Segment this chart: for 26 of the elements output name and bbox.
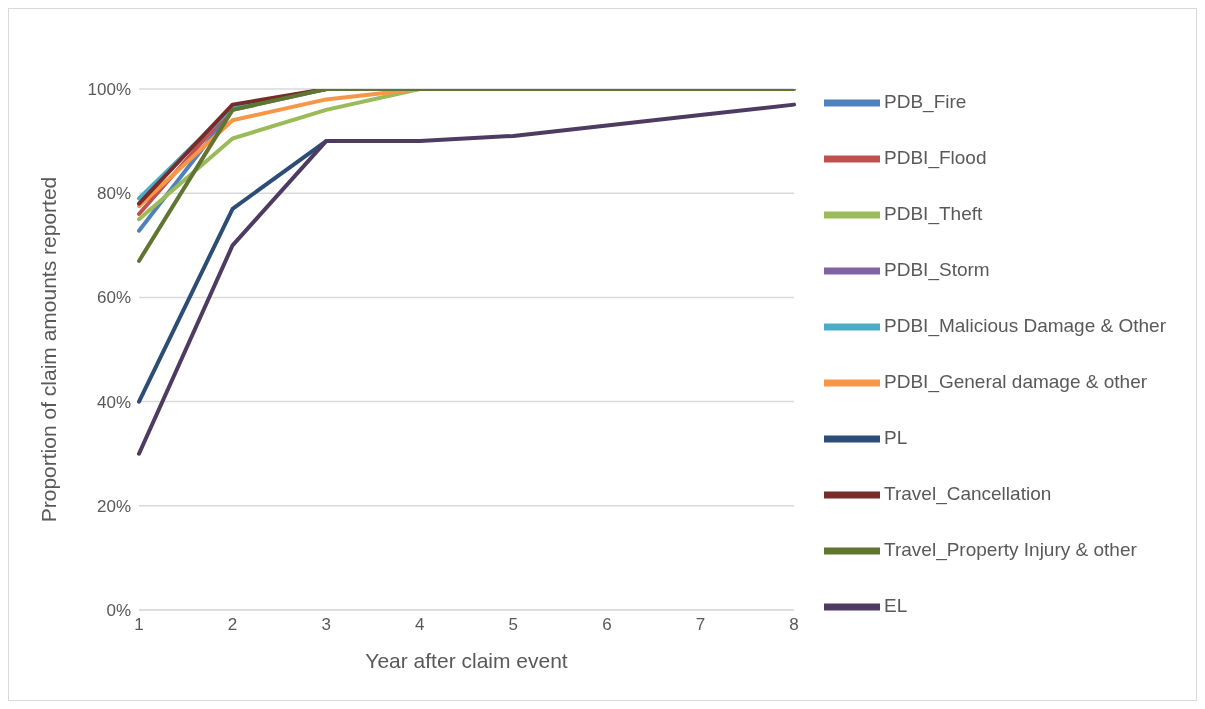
x-tick-label: 5 [508, 615, 519, 635]
y-tick-label: 60% [96, 288, 131, 308]
x-tick-label: 7 [695, 615, 706, 635]
x-tick-label: 1 [134, 615, 144, 635]
x-axis-title: Year after claim event [365, 649, 568, 672]
x-tick-label: 4 [415, 615, 425, 635]
x-tick-label: 3 [321, 615, 331, 635]
x-tick-label: 2 [227, 615, 238, 635]
x-tick-label: 6 [602, 615, 612, 635]
x-tick-label: 8 [789, 615, 799, 635]
legend-label: Travel_Property Injury & other [884, 538, 1137, 560]
legend-label: PDBI_Malicious Damage & Other [884, 314, 1166, 336]
y-tick-label: 40% [96, 392, 131, 412]
legend-label: Travel_Cancellation [884, 482, 1052, 504]
legend-label: PDBI_General damage & other [884, 370, 1148, 392]
y-tick-label: 0% [106, 601, 131, 621]
legend-label: PDBI_Flood [884, 146, 987, 168]
y-tick-label: 100% [87, 80, 131, 100]
y-tick-label: 20% [96, 496, 131, 516]
y-tick-label: 80% [96, 184, 131, 204]
y-axis-title: Proportion of claim amounts reported [37, 176, 61, 523]
legend-label: PDBI_Storm [884, 258, 990, 280]
legend-label: PDB_Fire [884, 90, 967, 112]
legend-label: PL [884, 426, 908, 448]
legend-label: PDBI_Theft [884, 202, 983, 224]
legend-label: EL [884, 594, 908, 616]
